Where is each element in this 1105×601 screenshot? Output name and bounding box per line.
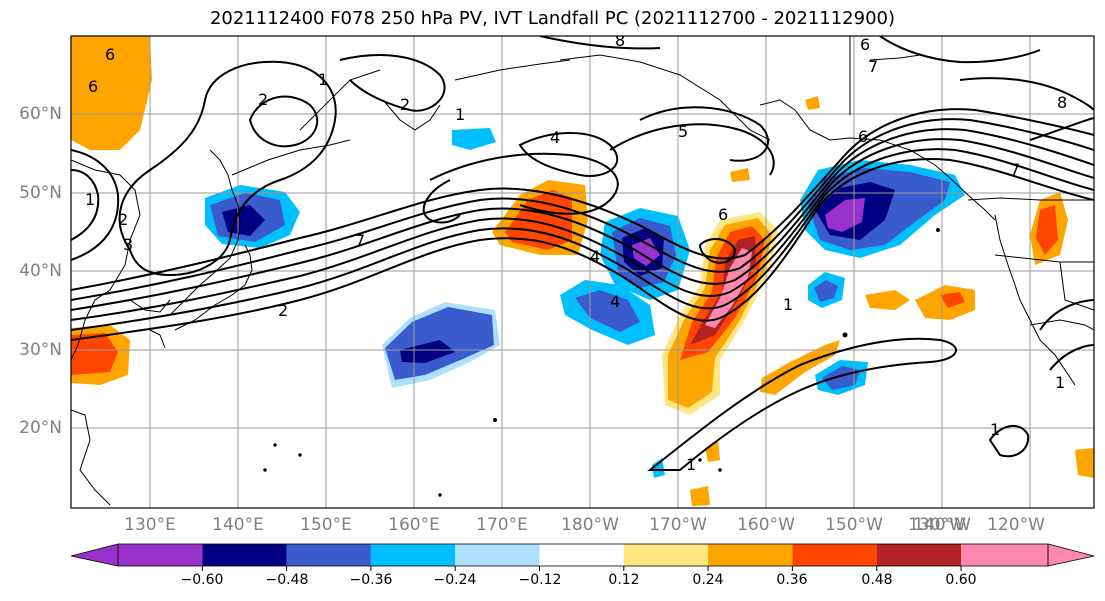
colorbar-max-arrow — [1047, 543, 1095, 567]
map-title: 2021112400 F078 250 hPa PV, IVT Landfall… — [209, 8, 896, 29]
longitude-label: 140°E — [212, 515, 264, 535]
colorbar-swatch — [455, 544, 540, 566]
contour-label: 7 — [868, 57, 878, 76]
contour-label: 1 — [85, 190, 95, 209]
longitude-label: 130°W — [908, 515, 966, 535]
contour-label: 1 — [783, 295, 793, 314]
contour-label-layer: 6 6 8 1 2 2 4 4 5 6 6 6 7 7 8 1 2 3 7 2 … — [85, 31, 1067, 474]
colorbar-tick-label: 0.36 — [776, 572, 808, 588]
contour-label: 4 — [550, 128, 560, 147]
contour-label: 3 — [123, 235, 133, 254]
contour-label: 6 — [88, 77, 98, 96]
latitude-label: 20°N — [19, 418, 62, 438]
contour-label: 2 — [400, 95, 410, 114]
colorbar-tick-label: 0.24 — [692, 572, 724, 588]
colorbar-tick-label: 0.12 — [608, 572, 640, 588]
longitude-label: 170°E — [476, 515, 528, 535]
contour-label: 1 — [990, 420, 1000, 439]
colorbar-tick-label: −0.36 — [349, 572, 393, 588]
contour-label: 6 — [105, 45, 115, 64]
coastlines — [71, 36, 1094, 506]
colorbar — [70, 543, 1095, 571]
latitude-label: 50°N — [19, 183, 62, 203]
colorbar-swatch — [202, 544, 287, 566]
colorbar-tick-label: −0.12 — [518, 572, 562, 588]
colorbar-swatch — [286, 544, 371, 566]
latitude-label: 60°N — [19, 104, 62, 124]
contour-label: 6 — [860, 35, 870, 54]
longitude-label: 180°W — [561, 515, 619, 535]
contour-label: 8 — [615, 31, 625, 50]
colorbar-tick-label: −0.60 — [180, 572, 224, 588]
colorbar-min-arrow — [70, 543, 119, 567]
colorbar-swatch — [623, 544, 709, 566]
latitude-label: 40°N — [19, 261, 62, 281]
colorbar-swatch — [118, 544, 203, 566]
colorbar-swatch — [539, 544, 624, 566]
colorbar-tick-label: −0.48 — [265, 572, 309, 588]
colorbar-swatch — [708, 544, 793, 566]
longitude-label: 130°E — [124, 515, 176, 535]
contour-label: 8 — [1057, 93, 1067, 112]
contour-label: 2 — [258, 90, 268, 109]
colorbar-tick-label: −0.24 — [433, 572, 477, 588]
longitude-label: 160°E — [388, 515, 440, 535]
contour-label: 7 — [355, 231, 365, 250]
contour-label: 1 — [318, 70, 328, 89]
longitude-label: 150°E — [300, 515, 352, 535]
colorbar-tick-label: 0.60 — [945, 572, 977, 588]
map-frame — [70, 35, 1095, 509]
colorbar-swatch — [370, 544, 456, 566]
contour-label: 6 — [718, 205, 728, 224]
longitude-label: 160°W — [737, 515, 795, 535]
map-panel: 6 6 8 1 2 2 4 4 5 6 6 6 7 7 8 1 2 3 7 2 … — [71, 31, 1094, 508]
contour-label: 2 — [118, 210, 128, 229]
contour-label: 1 — [686, 455, 696, 474]
latitude-label: 30°N — [19, 340, 62, 360]
contour-label: 1 — [455, 105, 465, 124]
contour-label: 7 — [1010, 160, 1020, 179]
contour-lines — [71, 36, 1094, 471]
colorbar-swatch — [792, 544, 877, 566]
contour-label: 2 — [278, 301, 288, 320]
contour-label: 4 — [610, 292, 620, 311]
contour-label: 5 — [678, 122, 688, 141]
colorbar-tick-label: 0.48 — [861, 572, 893, 588]
colorbar-swatch — [961, 544, 1048, 566]
graticule — [71, 36, 1094, 508]
contour-label: 4 — [590, 247, 600, 266]
contour-label: 6 — [858, 127, 868, 146]
colorbar-swatch — [876, 544, 961, 566]
longitude-label: 140°W — [913, 515, 971, 535]
contour-label: 1 — [1055, 373, 1065, 392]
longitude-label: 150°W — [825, 515, 883, 535]
longitude-label: 170°W — [649, 515, 707, 535]
colorbar-outline — [117, 543, 1049, 567]
longitude-label: 120°W — [987, 515, 1045, 535]
